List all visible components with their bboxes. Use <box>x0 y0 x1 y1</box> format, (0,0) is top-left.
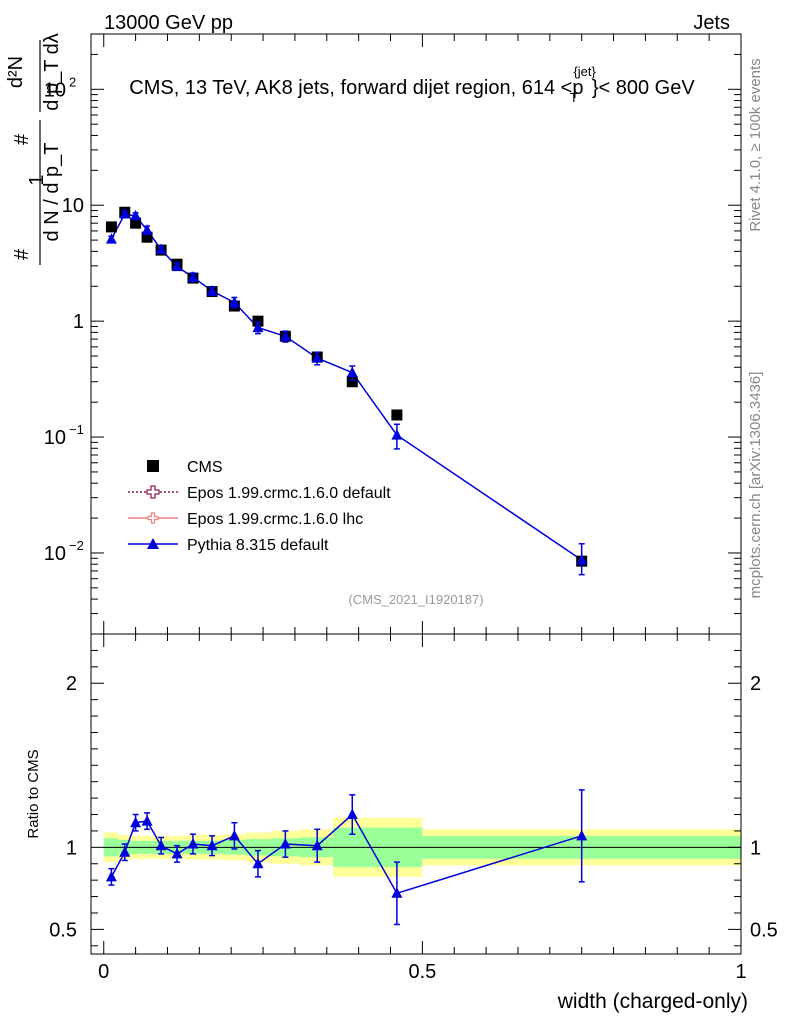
y-tick-label-exponent: −2 <box>69 538 84 553</box>
x-tick-label: 0 <box>98 961 109 983</box>
pythia-point <box>141 224 153 235</box>
svg-text:d N / d p_T: d N / d p_T <box>41 143 63 242</box>
energy-label: 13000 GeV pp <box>104 12 233 34</box>
ratio-y-tick-label-right: 1 <box>750 837 761 859</box>
legend-label: CMS <box>187 459 223 476</box>
ratio-pythia-point <box>279 838 291 849</box>
y-tick-label: 10 <box>44 427 66 449</box>
rivet-label: Rivet 4.1.0, ≥ 100k events <box>747 58 764 231</box>
cms-data-point <box>141 231 153 243</box>
x-tick-label: 0.5 <box>408 961 436 983</box>
svg-text:#: # <box>11 133 33 145</box>
pythia-point <box>279 330 291 341</box>
ratio-pythia-point <box>119 846 131 857</box>
y-tick-label: 1 <box>73 311 84 333</box>
legend-label: Epos 1.99.crmc.1.6.0 default <box>187 485 391 502</box>
ratio-y-tick-label: 0.5 <box>49 919 77 941</box>
ratio-y-axis-label: Ratio to CMS <box>25 749 42 838</box>
ratio-pythia-point <box>206 839 218 851</box>
ratio-y-tick-label: 2 <box>66 673 77 695</box>
ratio-pythia-point <box>252 857 264 869</box>
legend-label: Pythia 8.315 default <box>187 537 329 554</box>
svg-text:d p_T dλ: d p_T dλ <box>41 33 63 110</box>
ratio-pythia-point <box>141 815 153 826</box>
cms-data-point <box>105 221 117 233</box>
analysis-id-label: (CMS_2021_I1920187) <box>348 592 483 607</box>
pythia-point <box>130 209 142 221</box>
cms-data-point <box>252 315 264 327</box>
legend-marker-pythia <box>147 538 159 549</box>
ratio-pythia-point <box>228 829 240 841</box>
ratio-pythia-point <box>187 838 199 849</box>
pythia-point <box>171 260 183 272</box>
pythia-point <box>228 296 240 307</box>
ratio-plot-axes: 0.5 0.51 12 20 0.5 1 <box>49 633 778 983</box>
pythia-point <box>391 429 403 440</box>
pythia-point <box>105 233 117 244</box>
ratio-plot-frame <box>90 633 742 955</box>
ratio-y-tick-label-right: 0.5 <box>750 919 778 941</box>
x-tick-label: 1 <box>735 961 746 983</box>
legend-marker-epos-lhc <box>147 512 159 524</box>
ratio-pythia-point <box>311 839 323 851</box>
pythia-point <box>346 366 358 378</box>
mcplots-label: mcplots.cern.ch [arXiv:1306.3436] <box>747 372 764 599</box>
x-axis-label: width (charged-only) <box>557 990 748 1013</box>
pythia-point <box>187 271 199 282</box>
svg-text:1: 1 <box>26 174 48 185</box>
ratio-pythia-point <box>346 808 358 820</box>
pythia-point <box>576 553 588 565</box>
y-tick-label: 10 <box>44 79 66 101</box>
pythia-point <box>119 208 131 219</box>
chart-title: CMS, 13 TeV, AK8 jets, forward dijet reg… <box>129 64 695 105</box>
legend-marker-epos-default <box>146 485 160 499</box>
ratio-plot-marks <box>105 789 588 926</box>
cms-data-point <box>346 376 358 388</box>
ratio-pythia-point <box>171 847 183 859</box>
ratio-pythia-point <box>105 870 117 882</box>
ratio-pythia-point <box>155 839 167 851</box>
ratio-y-tick-label-right: 2 <box>750 673 761 695</box>
main-y-axis-label: # 1 d N / d p_T # d²N d p_T dλ <box>5 33 63 265</box>
pythia-point <box>252 321 264 333</box>
svg-text:#: # <box>11 248 33 260</box>
ratio-pythia-point <box>576 829 588 841</box>
ratio-y-tick-label: 1 <box>66 837 77 859</box>
pythia-point <box>311 352 323 363</box>
svg-text:d²N: d²N <box>5 56 27 88</box>
main-plot-marks <box>105 206 588 576</box>
cms-data-point <box>391 409 403 421</box>
y-tick-label: 10 <box>44 543 66 565</box>
y-tick-label-exponent: −1 <box>69 422 84 437</box>
legend-label: Epos 1.99.crmc.1.6.0 lhc <box>187 511 363 528</box>
y-tick-label-exponent: 2 <box>69 74 76 89</box>
y-tick-label: 10 <box>62 195 84 217</box>
category-label: Jets <box>693 12 730 34</box>
ratio-pythia-point <box>391 887 403 898</box>
ratio-pythia-point <box>130 816 142 828</box>
ratio-uncertainty-bands <box>103 817 741 877</box>
legend: CMS Epos 1.99.crmc.1.6.0 default Epos 1.99… <box>128 459 391 554</box>
legend-marker-cms <box>147 460 159 472</box>
pythia-point <box>155 243 167 254</box>
pythia-point <box>206 284 218 296</box>
cms-data-point <box>130 217 142 229</box>
